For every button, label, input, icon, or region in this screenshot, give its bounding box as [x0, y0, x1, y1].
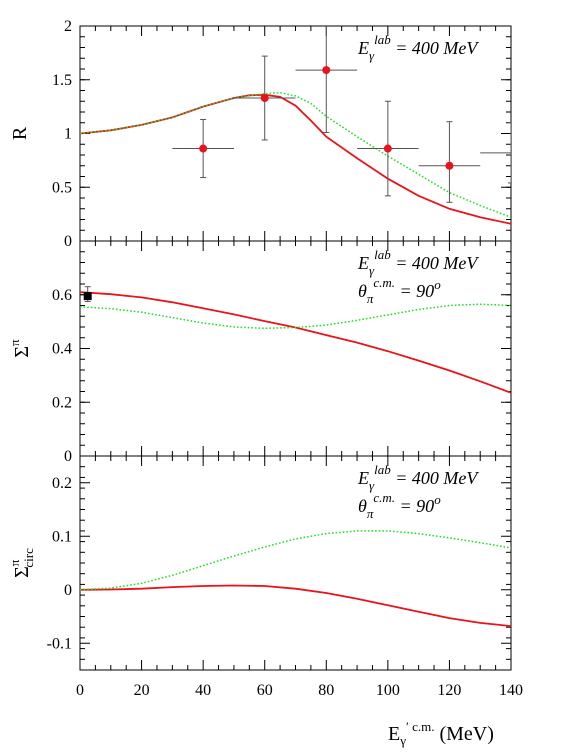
panel-frame [79, 240, 512, 457]
y-axis-title-sub: circ [21, 548, 36, 568]
annotation-main: E [357, 38, 369, 58]
y-axis-title: Σπcirc [7, 548, 36, 578]
y-tick-label: 0.1 [52, 528, 72, 545]
annotation-rest: = 400 MeV [391, 468, 480, 488]
annotation-sup: c.m. [373, 275, 395, 290]
y-tick-label: 0.2 [52, 475, 72, 492]
data-point [83, 286, 92, 302]
point-marker-square [83, 292, 92, 301]
annotation-sup: c.m. [373, 490, 395, 505]
x-tick-label: 20 [134, 682, 150, 699]
y-tick-label: 0 [64, 582, 72, 599]
annotation-main: θ [358, 496, 367, 516]
annotation-sub: γ [369, 48, 375, 63]
y-axis-title-main: Σ [11, 566, 33, 578]
annotation-sub: γ [369, 478, 375, 493]
data-point [172, 119, 234, 179]
y-axis-title-main: R [9, 126, 31, 140]
annotation-annotation2: θπc.m. = 90o [358, 490, 441, 521]
y-tick-label: 1.5 [52, 72, 72, 89]
annotation-sup: lab [374, 462, 391, 477]
annotation-annotation: Eγlab = 400 MeV [357, 247, 479, 278]
x-axis-title-sub: γ [399, 733, 406, 748]
data-point [295, 26, 358, 133]
y-tick-label: -0.1 [47, 635, 72, 652]
annotation-rest: = 400 MeV [391, 253, 480, 273]
y-axis-title-sup: π [7, 339, 22, 346]
series-dotted-line [80, 91, 511, 219]
panel-1: 0 0.5 1 1.5 2 R Eγlab = 400 MeV [9, 18, 512, 250]
x-axis-title-rest: (MeV) [434, 723, 493, 745]
y-axis-title-sup: π [7, 559, 22, 566]
y-axis-title: Σπ [7, 339, 33, 358]
x-axis-title-main: E [388, 723, 400, 745]
x-tick-label: 0 [76, 682, 84, 699]
annotation-rest-sup: o [434, 492, 441, 507]
x-axis-title: Eγ′ c.m. (MeV) [388, 719, 494, 748]
data-point [357, 100, 419, 197]
data-point [480, 122, 511, 184]
point-marker [383, 144, 392, 153]
series-solid-line [80, 291, 511, 394]
annotation-main: θ [358, 281, 367, 301]
series-dotted-line [80, 530, 511, 591]
y-tick-label: 2 [64, 18, 72, 35]
y-tick-label: 0.5 [52, 179, 72, 196]
x-tick-label: 40 [195, 682, 211, 699]
annotation-rest-sup: o [434, 277, 441, 292]
annotation-rest: = 90 [395, 496, 434, 516]
annotation-rest: = 400 MeV [391, 38, 480, 58]
y-tick-label: 0.6 [52, 287, 72, 304]
annotation-sub: γ [369, 263, 375, 278]
point-marker [260, 94, 269, 103]
point-marker [322, 66, 331, 75]
panel-frame [79, 25, 512, 242]
series-solid-line [80, 93, 511, 225]
annotation-sup: lab [374, 32, 391, 47]
y-tick-label: 0 [64, 233, 72, 250]
x-tick-label: 60 [257, 682, 273, 699]
y-tick-label: 0.4 [52, 341, 72, 358]
x-tick-label: 140 [499, 682, 523, 699]
x-tick-label: 80 [318, 682, 334, 699]
annotation-sup: lab [374, 247, 391, 262]
series-dotted-line [80, 303, 511, 330]
annotation-main: E [357, 253, 369, 273]
panel-frame [79, 455, 512, 671]
data-point [233, 55, 296, 141]
y-axis-title: R [9, 126, 31, 140]
point-marker [199, 144, 208, 153]
y-tick-label: 0.2 [52, 394, 72, 411]
x-axis-title-sup: ′ c.m. [406, 719, 434, 734]
data-point [418, 121, 481, 203]
x-tick-label: 100 [376, 682, 400, 699]
x-tick-label: 120 [437, 682, 461, 699]
y-tick-label: 1 [64, 126, 72, 143]
series-solid-line [80, 584, 511, 627]
point-marker [445, 161, 454, 170]
annotation-rest: = 90 [395, 281, 434, 301]
annotation-sub: π [367, 506, 374, 521]
annotation-sub: π [367, 291, 374, 306]
y-tick-label: 0 [64, 448, 72, 465]
panel-3: -0.100.10.20 20 40 60 80 100 120 140ΣπcircEγlab… [7, 455, 523, 699]
annotation-annotation: Eγlab = 400 MeV [357, 462, 479, 493]
y-axis-title-main: Σ [11, 346, 33, 358]
annotation-annotation2: θπc.m. = 90o [358, 275, 441, 306]
annotation-main: E [357, 468, 369, 488]
annotation-annotation: Eγlab = 400 MeV [357, 32, 479, 63]
